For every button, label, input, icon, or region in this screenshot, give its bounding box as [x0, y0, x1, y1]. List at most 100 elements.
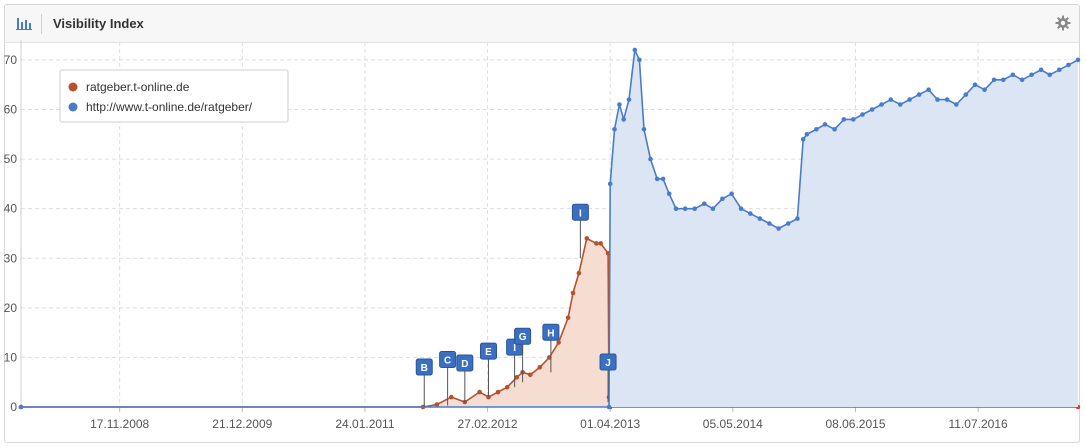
data-point[interactable] [738, 206, 744, 211]
data-point[interactable] [822, 122, 828, 127]
data-point[interactable] [682, 206, 688, 211]
data-point[interactable] [954, 102, 959, 107]
x-tick-label: 27.02.2012 [458, 417, 518, 431]
data-point[interactable] [729, 191, 734, 197]
data-point[interactable] [710, 206, 716, 211]
legend-marker-1 [68, 102, 78, 112]
event-marker[interactable] [571, 203, 589, 221]
data-point[interactable] [514, 375, 520, 380]
data-point[interactable] [692, 206, 697, 211]
data-point[interactable] [1066, 62, 1071, 68]
data-point[interactable] [757, 216, 763, 221]
data-point[interactable] [648, 156, 653, 162]
data-point[interactable] [632, 47, 638, 53]
data-point[interactable] [935, 97, 940, 102]
data-point[interactable] [926, 87, 931, 92]
event-marker[interactable] [542, 323, 560, 341]
event-label: E [485, 347, 492, 358]
data-point[interactable] [1057, 67, 1062, 73]
data-point[interactable] [1038, 67, 1044, 73]
data-point[interactable] [537, 365, 543, 370]
data-point[interactable] [907, 97, 912, 102]
data-point[interactable] [621, 117, 626, 122]
data-point[interactable] [565, 315, 571, 321]
data-point[interactable] [607, 181, 613, 187]
data-point[interactable] [1010, 72, 1016, 78]
data-point[interactable] [449, 394, 454, 400]
data-point[interactable] [800, 137, 806, 142]
data-point[interactable] [795, 216, 800, 221]
data-point[interactable] [584, 236, 590, 241]
data-point[interactable] [576, 270, 582, 276]
y-tick-label: 50 [4, 152, 18, 166]
legend-label[interactable]: ratgeber.t-online.de [86, 80, 190, 94]
event-label: J [605, 358, 611, 369]
data-point[interactable] [702, 201, 707, 206]
data-point[interactable] [477, 389, 482, 395]
data-point[interactable] [814, 127, 819, 132]
data-point[interactable] [879, 102, 884, 107]
event-label: I [513, 343, 516, 354]
data-point[interactable] [776, 226, 781, 231]
event-marker[interactable] [514, 327, 532, 345]
data-point[interactable] [641, 127, 647, 132]
data-point[interactable] [598, 241, 603, 246]
data-point[interactable] [991, 77, 997, 83]
data-point[interactable] [612, 127, 617, 132]
data-point[interactable] [851, 117, 856, 122]
data-point[interactable] [528, 372, 533, 378]
data-point[interactable] [972, 82, 978, 87]
event-label: C [444, 356, 451, 367]
data-point[interactable] [570, 290, 576, 296]
series-area-0 [21, 238, 1078, 407]
data-point[interactable] [495, 389, 501, 395]
data-point[interactable] [18, 404, 24, 410]
data-point[interactable] [617, 102, 622, 107]
data-point[interactable] [832, 127, 837, 132]
data-point[interactable] [1029, 72, 1034, 78]
event-marker[interactable] [479, 342, 497, 360]
data-point[interactable] [767, 221, 772, 226]
event-marker[interactable] [439, 351, 457, 369]
data-point[interactable] [860, 112, 865, 117]
data-point[interactable] [594, 241, 599, 246]
data-point[interactable] [660, 176, 666, 182]
data-point[interactable] [748, 211, 753, 216]
legend-marker-0 [68, 82, 78, 92]
data-point[interactable] [434, 402, 440, 407]
gear-icon[interactable] [1055, 15, 1071, 31]
data-point[interactable] [916, 92, 922, 97]
bar-chart-icon[interactable] [16, 16, 32, 30]
data-point[interactable] [556, 340, 561, 345]
data-point[interactable] [606, 404, 612, 410]
data-point[interactable] [720, 196, 725, 202]
data-point[interactable] [1001, 77, 1006, 83]
event-marker[interactable] [599, 353, 617, 371]
legend-label[interactable]: http://www.t-online.de/ratgeber/ [86, 100, 253, 114]
data-point[interactable] [1075, 57, 1081, 63]
event-label: D [461, 359, 468, 370]
data-point[interactable] [654, 176, 660, 182]
data-point[interactable] [1047, 72, 1052, 78]
data-point[interactable] [841, 117, 847, 122]
event-marker[interactable] [415, 358, 433, 376]
data-point[interactable] [898, 102, 903, 107]
y-tick-label: 0 [10, 400, 17, 414]
data-point[interactable] [673, 206, 679, 211]
data-point[interactable] [785, 221, 791, 226]
data-point[interactable] [626, 97, 632, 102]
data-point[interactable] [637, 57, 642, 63]
data-point[interactable] [963, 92, 969, 97]
data-point[interactable] [944, 97, 950, 102]
data-point[interactable] [888, 97, 894, 102]
data-point[interactable] [869, 107, 875, 112]
data-point[interactable] [666, 191, 672, 197]
data-point[interactable] [982, 87, 987, 92]
data-point[interactable] [1019, 77, 1025, 83]
data-point[interactable] [804, 132, 810, 137]
data-point[interactable] [504, 384, 510, 390]
event-marker[interactable] [456, 354, 474, 372]
data-point[interactable] [486, 394, 491, 400]
event-label: I [579, 208, 582, 219]
